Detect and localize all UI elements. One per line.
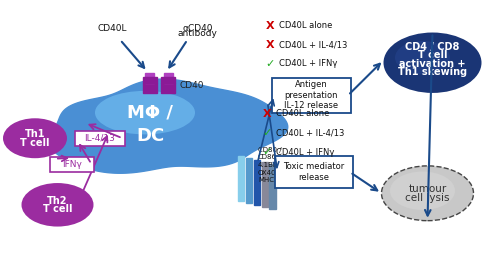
Bar — [246, 158, 252, 203]
Bar — [270, 164, 276, 209]
Text: MΦ /: MΦ / — [127, 104, 173, 122]
Text: DC: DC — [136, 127, 164, 145]
Text: X: X — [266, 20, 274, 31]
Text: cell lysis: cell lysis — [405, 193, 450, 204]
Text: activation +: activation + — [399, 59, 466, 69]
FancyBboxPatch shape — [272, 78, 350, 113]
Text: ✓: ✓ — [263, 147, 272, 157]
Text: ✓: ✓ — [263, 128, 272, 138]
Text: MHC: MHC — [258, 177, 274, 184]
Ellipse shape — [3, 118, 67, 158]
Text: CD40L + IL-4/13: CD40L + IL-4/13 — [276, 129, 345, 138]
Text: CD40L alone: CD40L alone — [276, 109, 330, 119]
Text: ✓: ✓ — [266, 59, 274, 69]
Text: Th1: Th1 — [25, 129, 45, 140]
Text: CD80 /: CD80 / — [258, 147, 281, 153]
Bar — [254, 160, 260, 205]
Text: Toxic mediator
release: Toxic mediator release — [283, 163, 344, 182]
Text: CD86: CD86 — [258, 154, 277, 161]
Ellipse shape — [395, 41, 450, 74]
Text: tumour: tumour — [408, 184, 447, 195]
Text: IL-4/13: IL-4/13 — [84, 134, 116, 143]
Ellipse shape — [382, 166, 474, 221]
Text: IFNγ: IFNγ — [62, 159, 82, 169]
Bar — [142, 83, 156, 93]
Bar — [164, 73, 173, 83]
Text: Th1 skewing: Th1 skewing — [398, 67, 467, 77]
Bar — [162, 77, 175, 83]
Ellipse shape — [95, 91, 195, 134]
FancyBboxPatch shape — [75, 131, 125, 146]
Bar — [142, 77, 156, 83]
Text: T cell: T cell — [418, 50, 448, 60]
Bar — [162, 83, 175, 93]
Text: X: X — [266, 40, 274, 50]
Ellipse shape — [384, 33, 482, 93]
Text: X: X — [263, 109, 272, 119]
Text: CD40: CD40 — [180, 81, 204, 90]
Ellipse shape — [22, 183, 94, 227]
Ellipse shape — [390, 172, 455, 210]
Text: CD40L + IFNγ: CD40L + IFNγ — [276, 148, 335, 157]
Polygon shape — [50, 79, 288, 173]
Bar — [262, 162, 268, 207]
Text: T cell: T cell — [43, 204, 72, 215]
FancyBboxPatch shape — [275, 156, 352, 188]
Text: αCD40: αCD40 — [182, 24, 212, 33]
Text: OX40L: OX40L — [258, 170, 280, 176]
Text: CD40L + IFNγ: CD40L + IFNγ — [279, 59, 338, 69]
Bar — [238, 156, 244, 201]
Text: CD40L + IL-4/13: CD40L + IL-4/13 — [279, 40, 347, 49]
FancyBboxPatch shape — [50, 157, 94, 172]
Bar — [145, 73, 154, 83]
Text: Th2: Th2 — [47, 196, 68, 206]
Text: T cell: T cell — [20, 138, 50, 148]
Text: 4.1BBL: 4.1BBL — [258, 162, 282, 168]
Text: antibody: antibody — [178, 29, 218, 38]
Text: CD40L alone: CD40L alone — [279, 21, 332, 30]
Text: Antigen
presentation
IL-12 release: Antigen presentation IL-12 release — [284, 80, 338, 110]
Text: CD40L: CD40L — [98, 24, 127, 33]
Text: CD4 / CD8: CD4 / CD8 — [406, 42, 460, 52]
